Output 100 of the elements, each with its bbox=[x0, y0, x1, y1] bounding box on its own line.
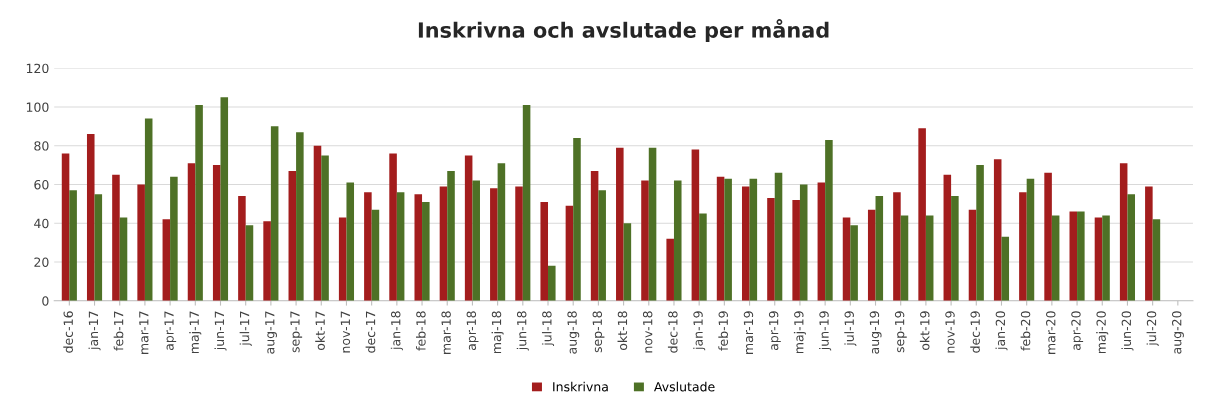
x-tick-label: maj-17 bbox=[189, 311, 202, 354]
x-tick-label: jul-18 bbox=[541, 311, 555, 346]
bar bbox=[170, 176, 178, 301]
bar bbox=[925, 215, 934, 301]
bar bbox=[1069, 211, 1078, 301]
bar bbox=[598, 190, 606, 301]
bar bbox=[187, 163, 196, 301]
chart-title: Inskrivna och avslutade per månad bbox=[418, 19, 829, 42]
bar bbox=[875, 196, 884, 301]
bar bbox=[515, 186, 523, 301]
x-tick-label: apr-19 bbox=[768, 311, 781, 351]
x-tick-label: okt-19 bbox=[919, 311, 930, 350]
bar bbox=[749, 178, 758, 301]
x-tick-label: jul-19 bbox=[844, 311, 857, 346]
x-tick-label: jan-17 bbox=[88, 311, 101, 351]
bar bbox=[943, 174, 952, 301]
x-tick-label: mar-18 bbox=[441, 311, 451, 354]
bar bbox=[1102, 215, 1110, 301]
x-tick-label: feb-19 bbox=[718, 311, 728, 351]
bar bbox=[900, 215, 909, 301]
bar bbox=[137, 184, 145, 301]
bar bbox=[1152, 219, 1161, 301]
x-tick-label: okt-17 bbox=[315, 311, 325, 350]
x-tick-label: jan-18 bbox=[390, 311, 403, 351]
bar bbox=[1119, 163, 1128, 301]
x-tick-label: dec-19 bbox=[970, 311, 980, 353]
bar bbox=[162, 219, 171, 301]
bar bbox=[1051, 215, 1060, 301]
bar bbox=[195, 105, 203, 301]
bar bbox=[699, 213, 707, 301]
x-tick-label: sep-17 bbox=[290, 311, 303, 353]
x-tick-label: nov-19 bbox=[945, 311, 955, 353]
bar bbox=[86, 134, 95, 301]
x-tick-label: jun-20 bbox=[1121, 311, 1134, 351]
bar bbox=[94, 194, 103, 301]
bar bbox=[245, 225, 254, 301]
legend-label: Inskrivna bbox=[553, 381, 608, 392]
x-tick-label: jun-19 bbox=[819, 311, 832, 351]
bar bbox=[346, 182, 355, 301]
bar bbox=[371, 209, 380, 301]
x-tick-label: dec-17 bbox=[365, 311, 376, 353]
x-tick-label: maj-19 bbox=[793, 311, 806, 354]
bar bbox=[338, 217, 347, 301]
bar bbox=[767, 198, 775, 301]
x-tick-label: nov-18 bbox=[642, 311, 653, 353]
x-tick-label: apr-17 bbox=[164, 311, 177, 351]
bar bbox=[1026, 178, 1035, 301]
bar bbox=[623, 223, 632, 301]
bar bbox=[540, 201, 549, 301]
y-tick-label: 120 bbox=[26, 63, 49, 74]
y-tick-label: 100 bbox=[26, 102, 49, 112]
bar bbox=[616, 147, 624, 301]
bar bbox=[842, 217, 851, 301]
bar bbox=[144, 118, 153, 301]
x-tick-label: jan-19 bbox=[693, 311, 706, 351]
bar bbox=[993, 159, 1002, 301]
bar bbox=[1001, 236, 1010, 301]
x-tick-label: jun-18 bbox=[516, 311, 529, 351]
bar bbox=[464, 155, 473, 301]
x-tick-label: dec-16 bbox=[63, 311, 73, 353]
bar bbox=[112, 174, 120, 301]
x-tick-label: jul-20 bbox=[1146, 311, 1159, 346]
bar bbox=[1019, 192, 1027, 301]
x-tick-label: mar-17 bbox=[139, 311, 149, 354]
bar bbox=[472, 180, 480, 301]
bar bbox=[220, 97, 229, 301]
bar bbox=[212, 165, 221, 301]
bar bbox=[439, 186, 448, 301]
bar bbox=[799, 184, 808, 301]
x-tick-label: apr-20 bbox=[1071, 311, 1084, 351]
x-tick-label: okt-18 bbox=[617, 311, 628, 350]
bar bbox=[522, 105, 531, 301]
bar bbox=[817, 182, 826, 301]
x-tick-label: apr-18 bbox=[466, 311, 479, 351]
bar bbox=[61, 153, 70, 301]
y-tick-label: 0 bbox=[42, 296, 49, 306]
bar bbox=[565, 205, 574, 301]
bar bbox=[414, 194, 423, 301]
bar bbox=[296, 132, 304, 301]
bar bbox=[673, 180, 682, 301]
x-tick-label: nov-17 bbox=[340, 311, 351, 353]
x-tick-label: maj-20 bbox=[1096, 311, 1109, 354]
bar bbox=[389, 153, 397, 301]
bar bbox=[313, 145, 322, 301]
bar bbox=[825, 139, 833, 301]
x-tick-label: maj-18 bbox=[491, 311, 504, 354]
x-tick-label: jun-17 bbox=[214, 311, 227, 351]
bar bbox=[447, 170, 455, 301]
bar bbox=[270, 126, 279, 301]
x-tick-label: dec-18 bbox=[667, 311, 678, 353]
bar bbox=[590, 170, 599, 301]
x-tick-label: mar-19 bbox=[743, 311, 754, 354]
bar bbox=[724, 178, 732, 301]
bar bbox=[119, 217, 128, 301]
x-tick-label: feb-18 bbox=[415, 311, 426, 351]
x-tick-label: aug-19 bbox=[869, 311, 882, 354]
bar bbox=[1094, 217, 1103, 301]
bar bbox=[1044, 172, 1052, 301]
bar bbox=[422, 201, 430, 301]
bar bbox=[792, 199, 800, 301]
